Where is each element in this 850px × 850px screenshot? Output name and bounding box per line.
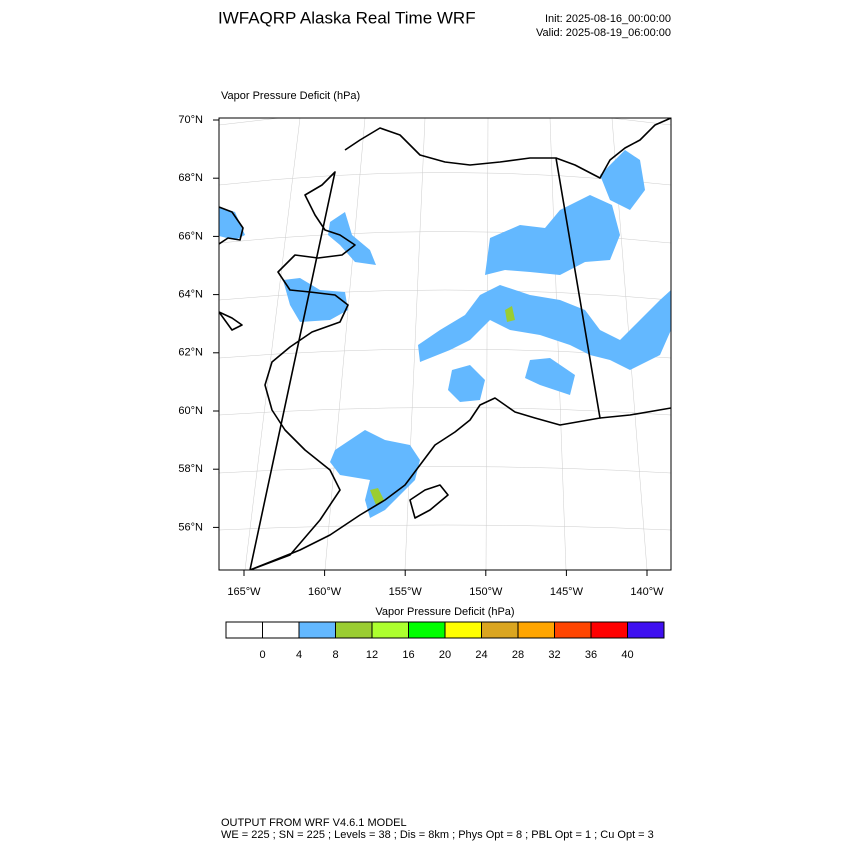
colorbar-box — [590, 621, 628, 639]
colorbar-label: 4 — [296, 649, 302, 661]
lon-label: 160°W — [308, 586, 342, 598]
footer-line2: WE = 225 ; SN = 225 ; Levels = 38 ; Dis … — [221, 829, 654, 841]
colorbar-box — [627, 621, 665, 639]
colorbar-title: Vapor Pressure Deficit (hPa) — [375, 606, 514, 618]
map-frame — [218, 117, 672, 571]
map — [218, 117, 672, 571]
map-content — [219, 118, 671, 570]
colorbar-label: 24 — [475, 649, 487, 661]
colorbar-box — [444, 621, 482, 639]
lon-label: 150°W — [469, 586, 503, 598]
lat-label: 66°N — [178, 230, 203, 242]
colorbar-box — [408, 621, 446, 639]
colorbar-box — [262, 621, 300, 639]
colorbar-label: 20 — [439, 649, 451, 661]
colorbar-label: 12 — [366, 649, 378, 661]
colorbar-label: 16 — [402, 649, 414, 661]
valid-time: Valid: 2025-08-19_06:00:00 — [536, 27, 671, 39]
colorbar-box — [517, 621, 555, 639]
lat-label: 56°N — [178, 521, 203, 533]
colorbar-label: 40 — [621, 649, 633, 661]
init-time: Init: 2025-08-16_00:00:00 — [545, 13, 671, 25]
coastlines — [219, 118, 671, 570]
footer-line1: OUTPUT FROM WRF V4.6.1 MODEL — [221, 817, 407, 829]
colorbar-box — [371, 621, 409, 639]
lat-label: 62°N — [178, 347, 203, 359]
colorbar-label: 32 — [548, 649, 560, 661]
colorbar-label: 28 — [512, 649, 524, 661]
colorbar-box — [298, 621, 336, 639]
lon-label: 145°W — [550, 586, 584, 598]
colorbar-label: 36 — [585, 649, 597, 661]
lon-label: 140°W — [630, 586, 664, 598]
map-title: Vapor Pressure Deficit (hPa) — [221, 90, 360, 102]
title: IWFAQRP Alaska Real Time WRF — [218, 8, 476, 27]
colorbar-box — [225, 621, 263, 639]
lat-label: 70°N — [178, 114, 203, 126]
lon-label: 165°W — [227, 586, 261, 598]
colorbar-label: 0 — [259, 649, 265, 661]
colorbar-box — [481, 621, 519, 639]
lat-label: 64°N — [178, 289, 203, 301]
lat-label: 68°N — [178, 172, 203, 184]
lat-label: 58°N — [178, 463, 203, 475]
colorbar-box — [335, 621, 373, 639]
colorbar-label: 8 — [332, 649, 338, 661]
vpd-areas — [219, 150, 671, 518]
lat-label: 60°N — [178, 405, 203, 417]
colorbar-box — [554, 621, 592, 639]
lon-label: 155°W — [389, 586, 423, 598]
